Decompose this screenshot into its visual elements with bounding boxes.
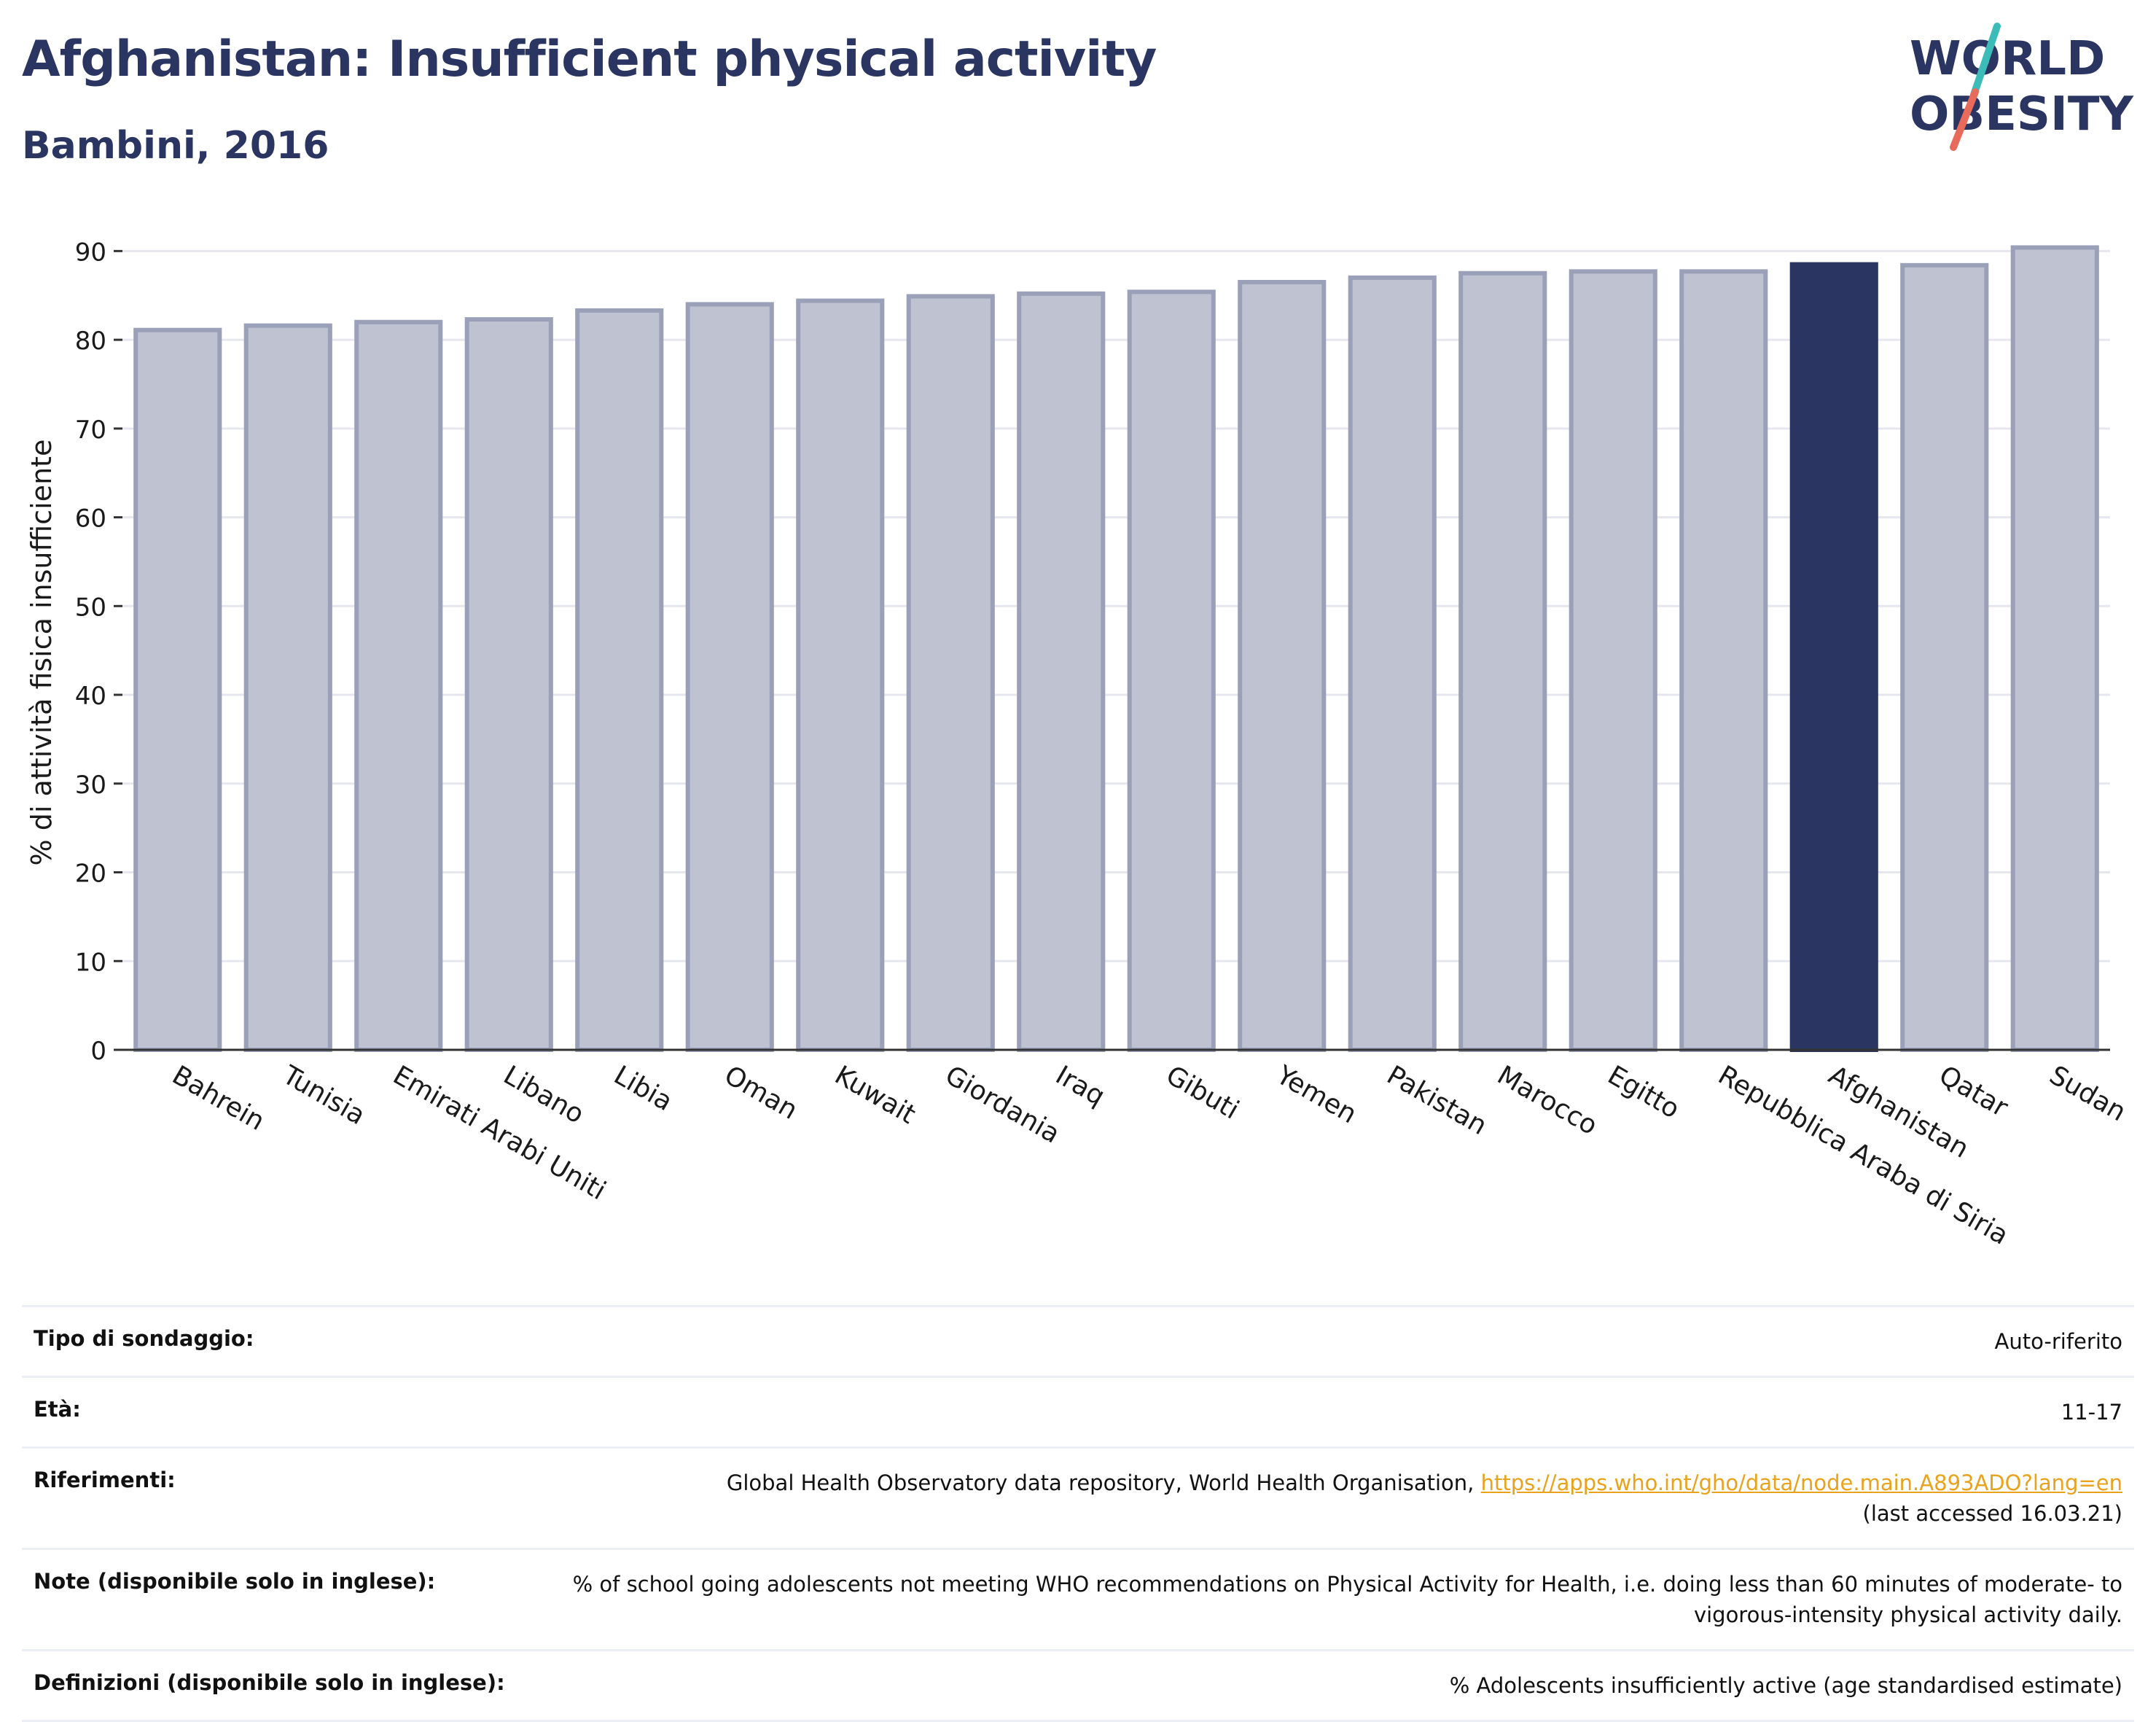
x-tick-label: Libia: [609, 1060, 677, 1117]
x-tick-label: Qatar: [1934, 1060, 2012, 1123]
y-tick-label: 10: [75, 948, 106, 977]
info-table: Tipo di sondaggio: Auto-riferito Età: 11-17…: [22, 1305, 2134, 1722]
logo-line1: WORLD: [1910, 32, 2105, 86]
gridlines: [122, 249, 2110, 962]
info-label: Tipo di sondaggio:: [34, 1326, 254, 1351]
reference-link[interactable]: https://apps.who.int/gho/data/node.main.…: [1480, 1470, 2122, 1496]
bar-gibuti: [1127, 289, 1216, 1053]
bar-kuwait: [796, 298, 885, 1052]
x-tick-label: Sudan: [2044, 1060, 2131, 1127]
world-obesity-logo: WORLD OBESITY: [1910, 23, 2133, 151]
bar-sudan: [2010, 245, 2099, 1052]
x-tick-label: Emirati Arabi Uniti: [388, 1060, 611, 1206]
bar-emirati-arabi-uniti: [354, 319, 443, 1052]
logo-line2: OBESITY: [1910, 87, 2133, 141]
y-tick-label: 40: [75, 682, 106, 711]
x-tick-label: Giordania: [940, 1060, 1065, 1149]
bars: [133, 245, 2099, 1053]
bar-yemen: [1238, 279, 1327, 1052]
bar-repubblica-araba-di-siria: [1679, 269, 1768, 1053]
x-tick-label: Egitto: [1603, 1060, 1684, 1124]
bar-libano: [464, 317, 553, 1052]
x-tick-label: Tunisia: [277, 1060, 370, 1131]
chart-title: Afghanistan: Insufficient physical activ…: [22, 31, 1157, 88]
axes: [114, 249, 2110, 1051]
bar-afghanistan: [1789, 262, 1878, 1053]
y-axis-label: % di attività fisica insufficiente: [26, 440, 58, 866]
info-value: % of school going adolescents not meetin…: [572, 1572, 2122, 1628]
bar-oman: [685, 302, 774, 1052]
bar-marocco: [1458, 270, 1547, 1053]
info-row: Età: 11-17: [22, 1376, 2134, 1446]
reference-text: Global Health Observatory data repositor…: [726, 1470, 1481, 1496]
info-row: Definizioni (disponibile solo in inglese…: [22, 1649, 2134, 1722]
info-row: Tipo di sondaggio: Auto-riferito: [22, 1305, 2134, 1376]
bar-libia: [575, 308, 664, 1053]
y-tick-label: 50: [75, 593, 106, 622]
info-value: Global Health Observatory data repositor…: [727, 1468, 2122, 1529]
y-tick-label: 70: [75, 416, 106, 445]
info-label: Età:: [34, 1397, 81, 1422]
bar-egitto: [1569, 269, 1657, 1053]
bar-bahrein: [133, 327, 222, 1052]
x-tick-label: Libano: [499, 1060, 589, 1129]
x-tick-label: Oman: [719, 1060, 802, 1126]
x-tick-label: Pakistan: [1382, 1060, 1492, 1141]
logo-slash-top: [1970, 23, 2001, 98]
y-tick-label: 0: [90, 1037, 106, 1066]
chart-subtitle: Bambini, 2016: [22, 124, 329, 168]
info-label: Definizioni (disponibile solo in inglese…: [34, 1670, 505, 1696]
x-tick-label: Bahrein: [167, 1060, 269, 1137]
info-value: Auto-riferito: [1994, 1329, 2122, 1354]
info-row: Riferimenti: Global Health Observatory da…: [22, 1446, 2134, 1548]
x-tick-label: Iraq: [1050, 1060, 1109, 1112]
x-tick-label: Yemen: [1270, 1060, 1362, 1130]
logo-slash-bottom: [1950, 88, 1979, 151]
bar-tunisia: [243, 323, 332, 1052]
info-row: Note (disponibile solo in inglese): % of …: [22, 1548, 2134, 1649]
info-label: Riferimenti:: [34, 1468, 176, 1493]
bar-chart: 0 10 20 30 40 50 60 70 80 90 Bahrein Tunisia Emirati…: [26, 238, 2131, 1250]
info-value: % Adolescents insufficiently active (age…: [1449, 1673, 2122, 1699]
bar-pakistan: [1348, 275, 1437, 1053]
reference-accessed: (last accessed 16.03.21): [1862, 1501, 2122, 1527]
x-tick-label: Kuwait: [829, 1060, 921, 1130]
y-tick-label: 30: [75, 771, 106, 800]
bar-giordania: [906, 294, 995, 1052]
y-tick-label: 20: [75, 860, 106, 889]
y-tick-label: 80: [75, 327, 106, 356]
info-label: Note (disponibile solo in inglese):: [34, 1569, 436, 1594]
bar-iraq: [1017, 291, 1106, 1053]
x-tick-label: Marocco: [1492, 1060, 1602, 1141]
y-tick-label: 90: [75, 238, 106, 267]
info-value: 11-17: [2061, 1400, 2122, 1425]
x-tick-label: Gibuti: [1161, 1060, 1244, 1125]
bar-qatar: [1900, 262, 1989, 1053]
y-tick-label: 60: [75, 504, 106, 534]
